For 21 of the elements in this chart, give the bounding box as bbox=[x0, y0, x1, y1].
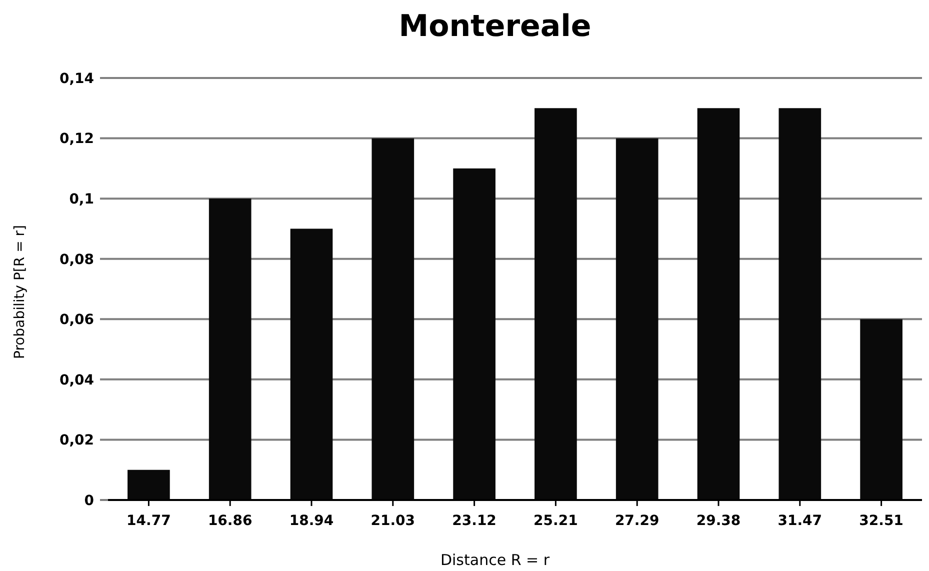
x-tick-label: 23.12 bbox=[452, 513, 496, 529]
x-axis-title: Distance R = r bbox=[440, 551, 550, 569]
y-axis-title: Probability P[R = r] bbox=[12, 225, 28, 359]
x-tick-label: 27.29 bbox=[614, 513, 660, 529]
y-tick-label: 0,14 bbox=[59, 70, 94, 87]
chart-title: Montereale bbox=[398, 9, 592, 44]
x-tick-label: 21.03 bbox=[370, 513, 416, 529]
x-tick-label: 32.51 bbox=[859, 513, 904, 529]
x-tick-label: 25.21 bbox=[534, 513, 578, 529]
x-tick-label: 14.77 bbox=[126, 513, 171, 529]
y-tick-label: 0,12 bbox=[59, 131, 94, 148]
x-tick-label: 16.86 bbox=[208, 513, 252, 529]
y-tick-label: 0 bbox=[84, 492, 94, 509]
y-tick-label: 0,06 bbox=[59, 312, 94, 328]
x-tick-label: 31.47 bbox=[778, 513, 822, 529]
y-tick-label: 0,08 bbox=[59, 252, 94, 268]
x-tick-label: 29.38 bbox=[696, 513, 741, 529]
y-tick-label: 0,02 bbox=[59, 432, 94, 449]
y-tick-label: 0,1 bbox=[69, 191, 94, 208]
y-tick-label: 0,04 bbox=[59, 372, 94, 388]
x-tick-label: 18.94 bbox=[289, 513, 334, 529]
